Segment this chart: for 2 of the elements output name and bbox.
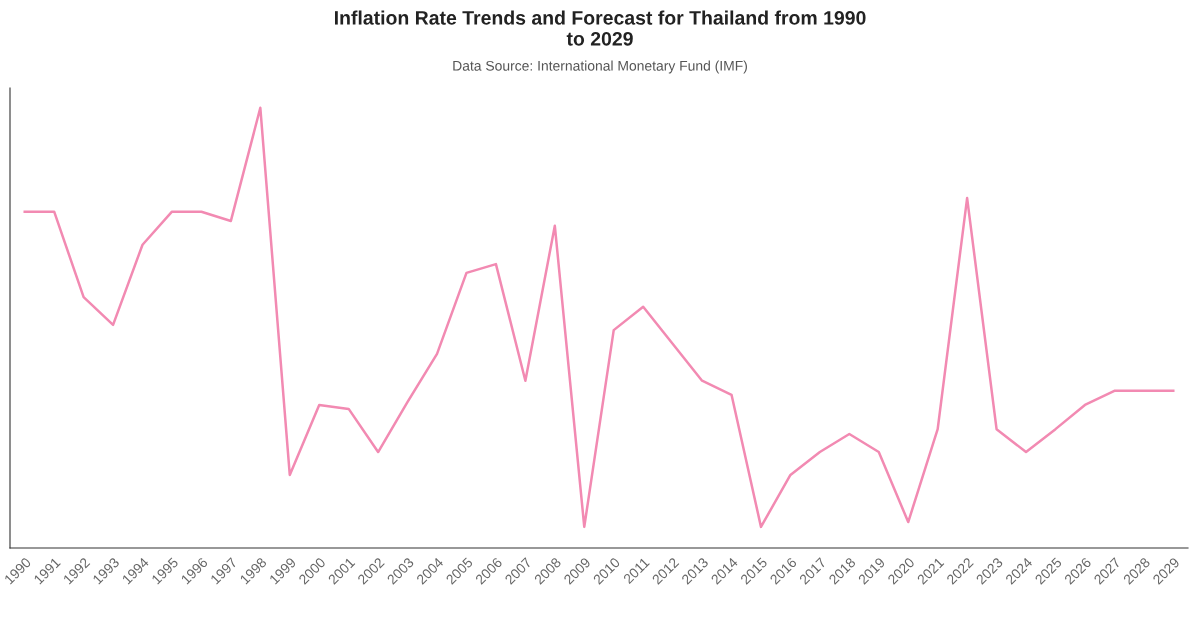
chart-title: Inflation Rate Trends and Forecast for Thailand from 1990 to 2029 [334, 10, 866, 46]
chart-subtitle: Data Source: International Monetary Fund (IMF) [453, 60, 747, 74]
